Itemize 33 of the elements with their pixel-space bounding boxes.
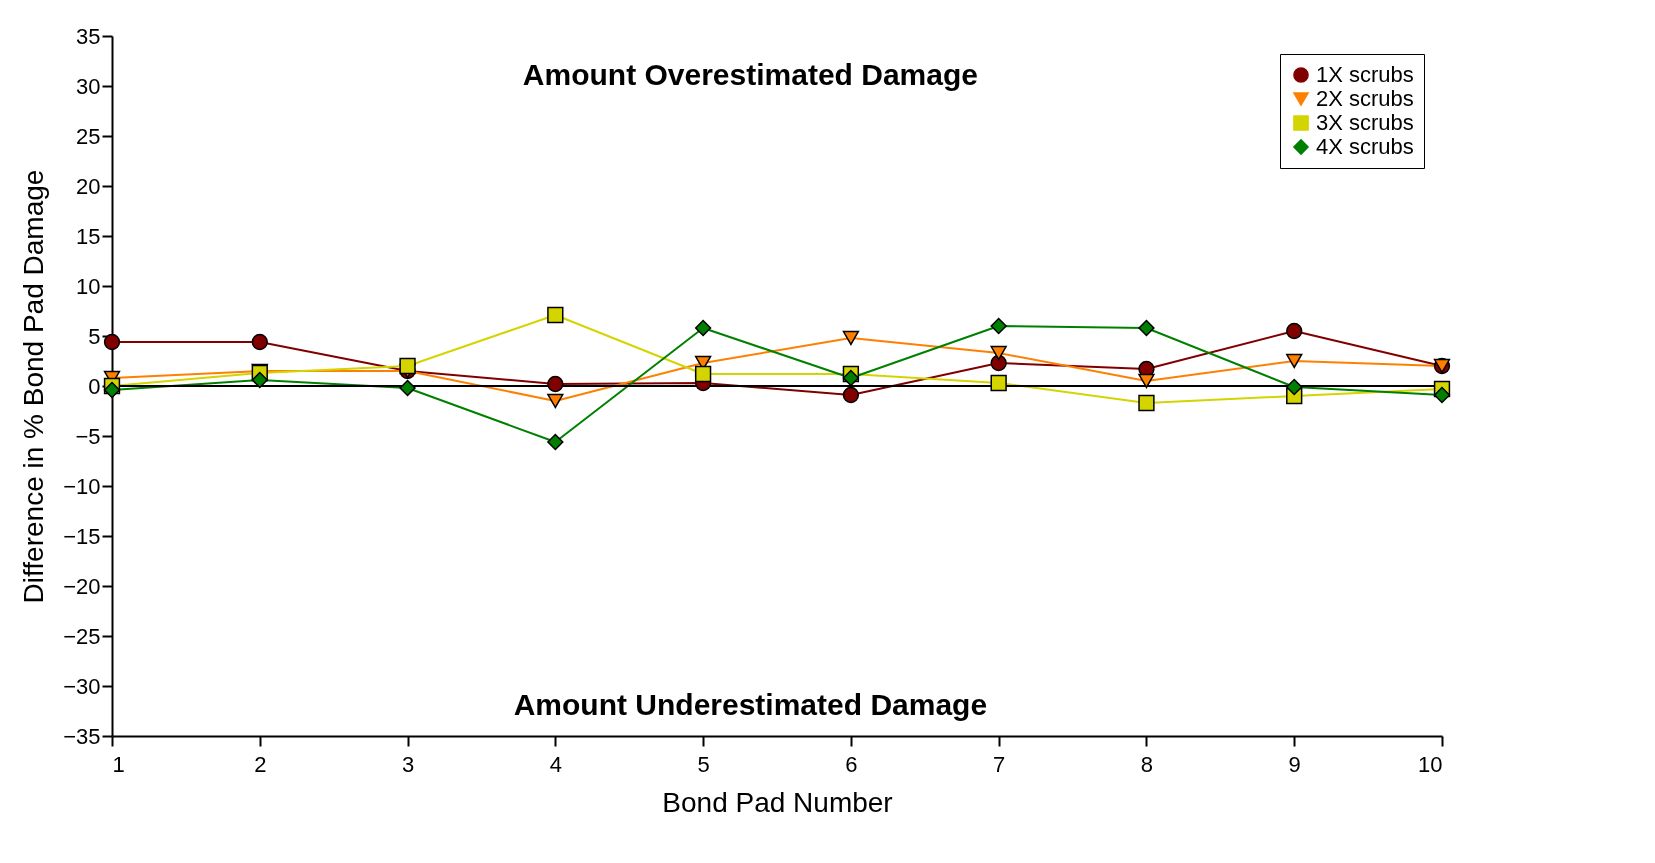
y-tick-label: −20 xyxy=(63,573,101,599)
legend-label: 4X scrubs xyxy=(1316,134,1414,159)
annotation: Amount Overestimated Damage xyxy=(522,58,978,91)
y-tick-label: −15 xyxy=(63,523,101,549)
y-tick-label: 35 xyxy=(76,23,101,49)
y-tick-label: −35 xyxy=(63,723,101,749)
legend-label: 1X scrubs xyxy=(1316,62,1414,87)
legend-label: 2X scrubs xyxy=(1316,86,1414,111)
y-tick-label: −30 xyxy=(63,673,101,699)
x-tick-label: 1 xyxy=(112,751,125,777)
y-axis-title: Difference in % Bond Pad Damage xyxy=(18,169,50,604)
x-tick-label: 6 xyxy=(845,751,858,777)
y-tick-label: −10 xyxy=(63,473,101,499)
legend-label: 3X scrubs xyxy=(1316,110,1414,135)
x-tick-label: 3 xyxy=(401,751,415,777)
y-tick-label: 15 xyxy=(76,223,101,249)
y-tick-label: −5 xyxy=(75,423,101,449)
y-tick-label: 25 xyxy=(76,123,101,149)
y-tick-label: 10 xyxy=(76,273,101,299)
y-tick-label: −25 xyxy=(63,623,101,649)
x-tick-label: 2 xyxy=(254,751,267,777)
x-tick-label: 9 xyxy=(1288,751,1301,777)
x-tick-label: 8 xyxy=(1140,751,1154,777)
y-tick-label: 5 xyxy=(88,323,101,349)
x-axis-title: Bond Pad Number xyxy=(662,786,893,818)
x-tick-label: 5 xyxy=(697,751,710,777)
x-tick-label: 4 xyxy=(549,751,562,777)
y-tick-label: 20 xyxy=(76,173,101,199)
x-tick-label: 10 xyxy=(1418,751,1443,777)
y-tick-label: 30 xyxy=(76,73,101,99)
annotation: Amount Underestimated Damage xyxy=(513,688,988,721)
x-tick-label: 7 xyxy=(993,751,1006,777)
y-tick-label: 0 xyxy=(88,373,101,399)
